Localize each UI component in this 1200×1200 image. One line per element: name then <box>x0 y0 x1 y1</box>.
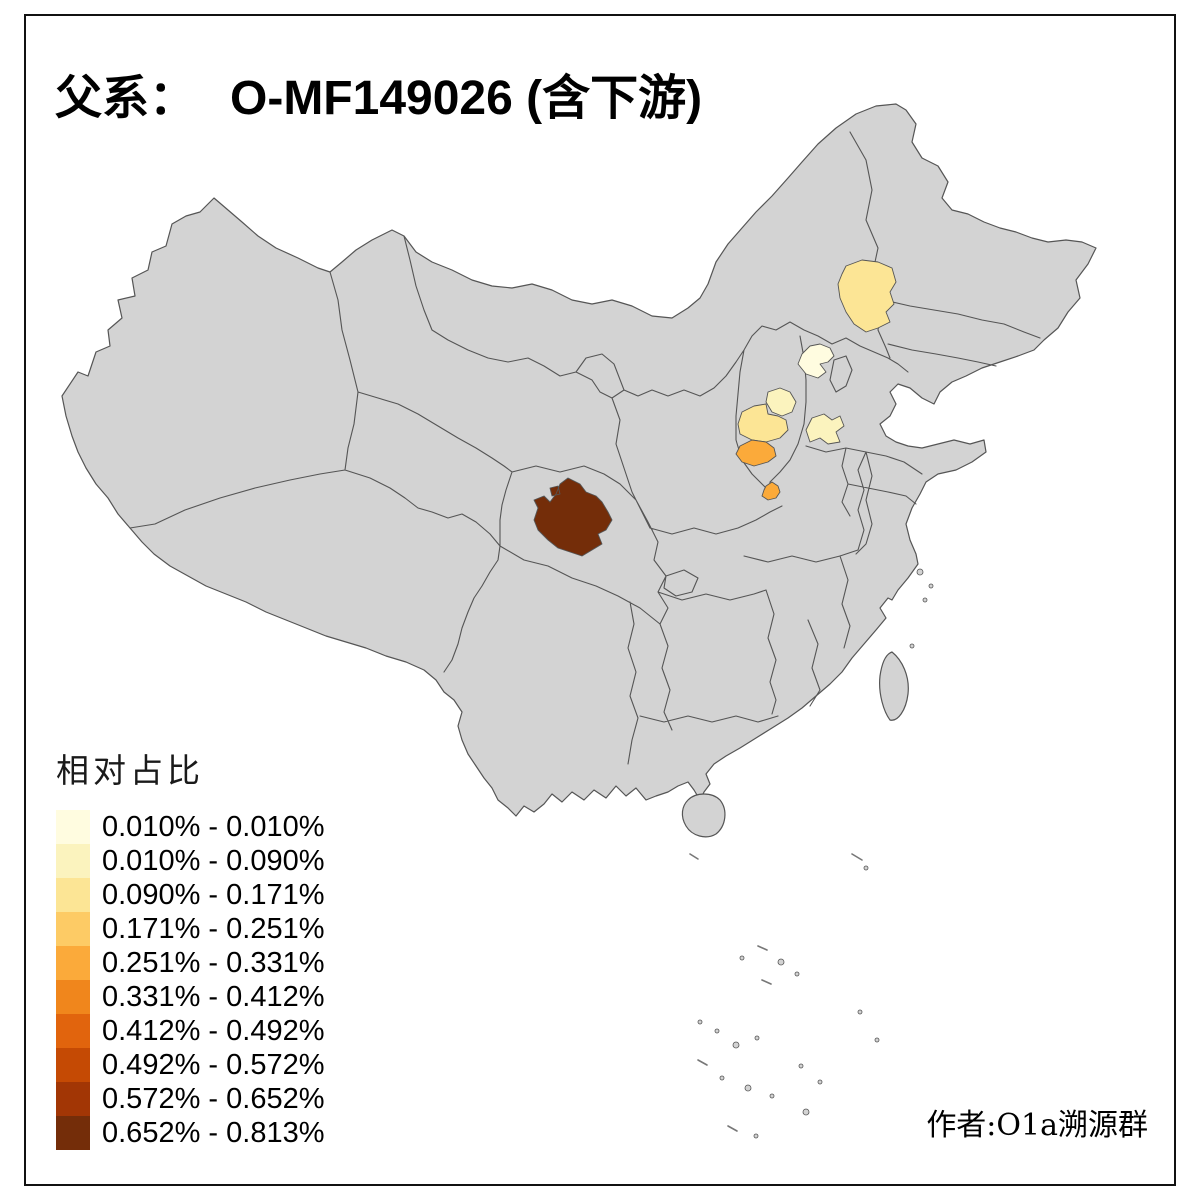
legend-row: 0.652% - 0.813% <box>56 1116 324 1150</box>
legend-row: 0.251% - 0.331% <box>56 946 324 980</box>
legend-swatch <box>56 912 90 946</box>
legend-row: 0.492% - 0.572% <box>56 1048 324 1082</box>
legend-swatch <box>56 878 90 912</box>
legend-rows: 0.010% - 0.010% 0.010% - 0.090% 0.090% - 0… <box>56 810 324 1150</box>
choropleth-region-sichuan-northwest <box>533 477 613 557</box>
map-legend: 相对占比 0.010% - 0.010% 0.010% - 0.090% 0.090… <box>56 744 324 1150</box>
choropleth-region-shanxi-southwest <box>735 439 777 467</box>
legend-swatch <box>56 1082 90 1116</box>
legend-title: 相对占比 <box>56 751 204 790</box>
figure-title: 父系： O-MF149026 (含下游) <box>55 58 702 128</box>
choropleth-region-shanxi-north <box>765 387 797 417</box>
legend-label: 0.010% - 0.090% <box>102 844 325 877</box>
south-china-sea-islands <box>689 568 934 1139</box>
title-haplogroup: O-MF149026 (含下游) <box>230 72 703 125</box>
legend-label: 0.412% - 0.492% <box>102 1014 325 1047</box>
legend-row: 0.331% - 0.412% <box>56 980 324 1014</box>
choropleth-region-inner-mongolia <box>837 259 897 333</box>
title-prefix: 父系： <box>55 71 196 126</box>
legend-swatch <box>56 1048 90 1082</box>
legend-label: 0.251% - 0.331% <box>102 946 325 979</box>
legend-row: 0.010% - 0.010% <box>56 810 324 844</box>
legend-label: 0.572% - 0.652% <box>102 1082 325 1115</box>
legend-row: 0.572% - 0.652% <box>56 1082 324 1116</box>
choropleth-region-shandong-west <box>805 413 845 445</box>
china-mainland <box>61 103 1097 817</box>
hainan-island <box>681 793 726 838</box>
choropleth-region-henan-west <box>761 481 781 501</box>
legend-swatch <box>56 1014 90 1048</box>
legend-swatch <box>56 946 90 980</box>
taiwan-island <box>879 651 909 721</box>
legend-label: 0.171% - 0.251% <box>102 912 325 945</box>
legend-label: 0.652% - 0.813% <box>102 1116 325 1149</box>
legend-label: 0.331% - 0.412% <box>102 980 325 1013</box>
legend-swatch <box>56 844 90 878</box>
attribution-text: 作者:O1a溯源群 <box>926 1108 1148 1143</box>
legend-label: 0.492% - 0.572% <box>102 1048 325 1081</box>
choropleth-region-shanxi-west <box>737 403 789 443</box>
legend-row: 0.090% - 0.171% <box>56 878 324 912</box>
choropleth-region-beijing <box>797 343 835 379</box>
legend-row: 0.171% - 0.251% <box>56 912 324 946</box>
legend-row: 0.412% - 0.492% <box>56 1014 324 1048</box>
legend-swatch <box>56 1116 90 1150</box>
province-borders <box>129 131 1041 765</box>
legend-label: 0.090% - 0.171% <box>102 878 325 911</box>
legend-swatch <box>56 980 90 1014</box>
legend-label: 0.010% - 0.010% <box>102 810 325 843</box>
legend-swatch <box>56 810 90 844</box>
legend-row: 0.010% - 0.090% <box>56 844 324 878</box>
